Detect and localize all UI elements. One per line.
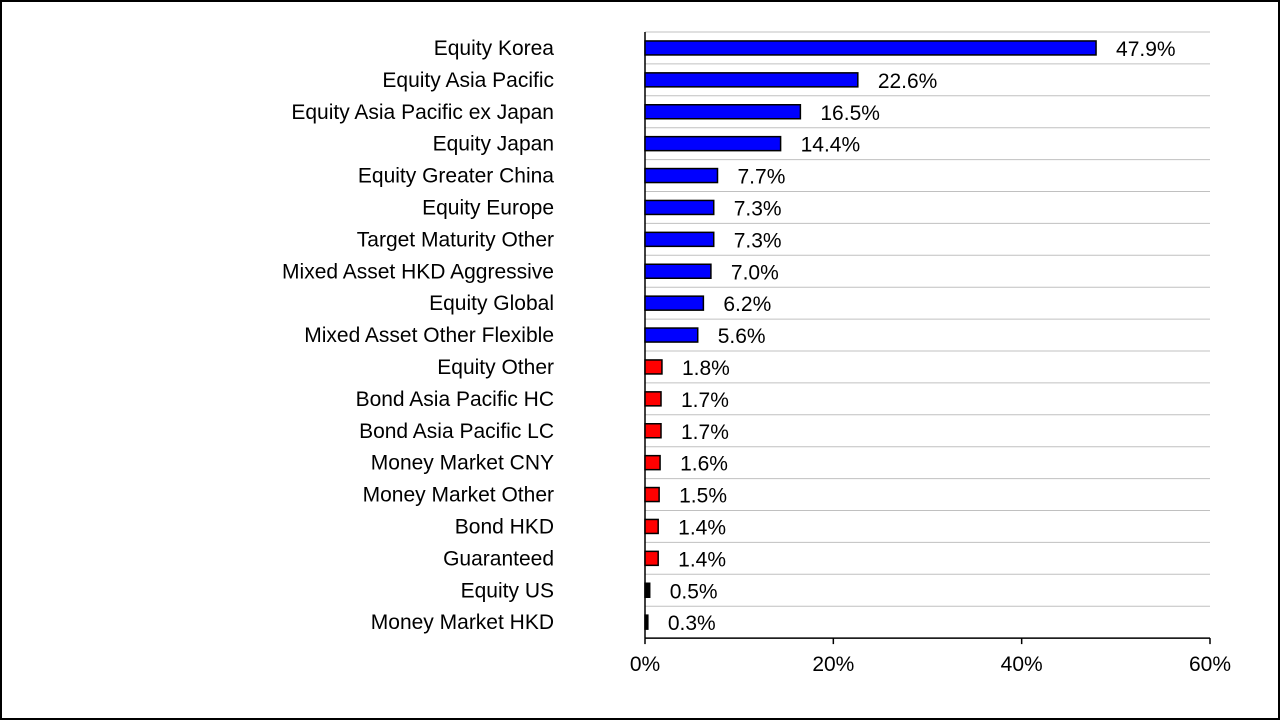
category-label: Equity Global bbox=[429, 292, 554, 315]
value-label: 1.4% bbox=[678, 548, 726, 571]
bar bbox=[644, 167, 719, 184]
bar bbox=[644, 454, 661, 471]
bar bbox=[644, 486, 660, 503]
value-label: 47.9% bbox=[1116, 38, 1176, 61]
bar bbox=[644, 40, 1097, 56]
value-label: 1.4% bbox=[678, 516, 726, 539]
value-label: 0.5% bbox=[670, 580, 718, 603]
bar bbox=[644, 72, 859, 88]
bar bbox=[644, 518, 659, 535]
category-label: Equity Europe bbox=[422, 196, 554, 219]
category-label: Mixed Asset Other Flexible bbox=[304, 324, 554, 347]
bar bbox=[644, 295, 705, 311]
category-label: Bond HKD bbox=[455, 515, 554, 538]
category-label: Equity Korea bbox=[434, 37, 555, 60]
x-tick-label: 0% bbox=[630, 653, 660, 676]
value-label: 0.3% bbox=[668, 612, 716, 635]
bar bbox=[644, 135, 782, 152]
value-label: 6.2% bbox=[723, 293, 771, 316]
value-label: 5.6% bbox=[718, 325, 766, 348]
bar bbox=[644, 199, 715, 216]
category-label: Money Market CNY bbox=[371, 452, 554, 475]
category-label: Money Market Other bbox=[363, 484, 554, 507]
bar bbox=[644, 327, 699, 343]
category-label: Bond Asia Pacific LC bbox=[359, 420, 554, 443]
value-label: 7.0% bbox=[731, 261, 779, 284]
category-label: Guaranteed bbox=[443, 547, 554, 570]
value-label: 1.8% bbox=[682, 357, 730, 380]
category-label: Money Market HKD bbox=[371, 611, 554, 634]
category-label: Equity Other bbox=[437, 356, 554, 379]
value-label: 22.6% bbox=[878, 70, 938, 93]
bar bbox=[644, 359, 663, 375]
category-label: Equity Greater China bbox=[358, 165, 554, 188]
bar bbox=[644, 550, 659, 567]
category-label: Bond Asia Pacific HC bbox=[356, 388, 554, 411]
value-label: 7.7% bbox=[738, 166, 786, 189]
category-label: Mixed Asset HKD Aggressive bbox=[282, 260, 554, 283]
x-tick-label: 20% bbox=[812, 653, 854, 676]
category-label: Equity US bbox=[461, 579, 554, 602]
bar bbox=[644, 263, 712, 279]
bar bbox=[644, 582, 651, 598]
category-label: Target Maturity Other bbox=[357, 228, 554, 251]
value-label: 1.5% bbox=[679, 485, 727, 508]
value-label: 7.3% bbox=[734, 197, 782, 220]
category-label: Equity Japan bbox=[433, 133, 554, 156]
category-label: Equity Asia Pacific ex Japan bbox=[291, 101, 554, 124]
value-label: 14.4% bbox=[801, 134, 861, 157]
x-tick-label: 40% bbox=[1001, 653, 1043, 676]
value-label: 1.7% bbox=[681, 421, 729, 444]
x-tick-label: 60% bbox=[1189, 653, 1231, 676]
value-label: 16.5% bbox=[820, 102, 880, 125]
value-label: 7.3% bbox=[734, 229, 782, 252]
bar bbox=[644, 391, 662, 407]
bar bbox=[644, 231, 715, 248]
value-label: 1.7% bbox=[681, 389, 729, 412]
bar bbox=[644, 423, 662, 439]
bar bbox=[644, 614, 649, 630]
bar bbox=[644, 104, 802, 120]
value-label: 1.6% bbox=[680, 453, 728, 476]
category-label: Equity Asia Pacific bbox=[382, 69, 554, 92]
